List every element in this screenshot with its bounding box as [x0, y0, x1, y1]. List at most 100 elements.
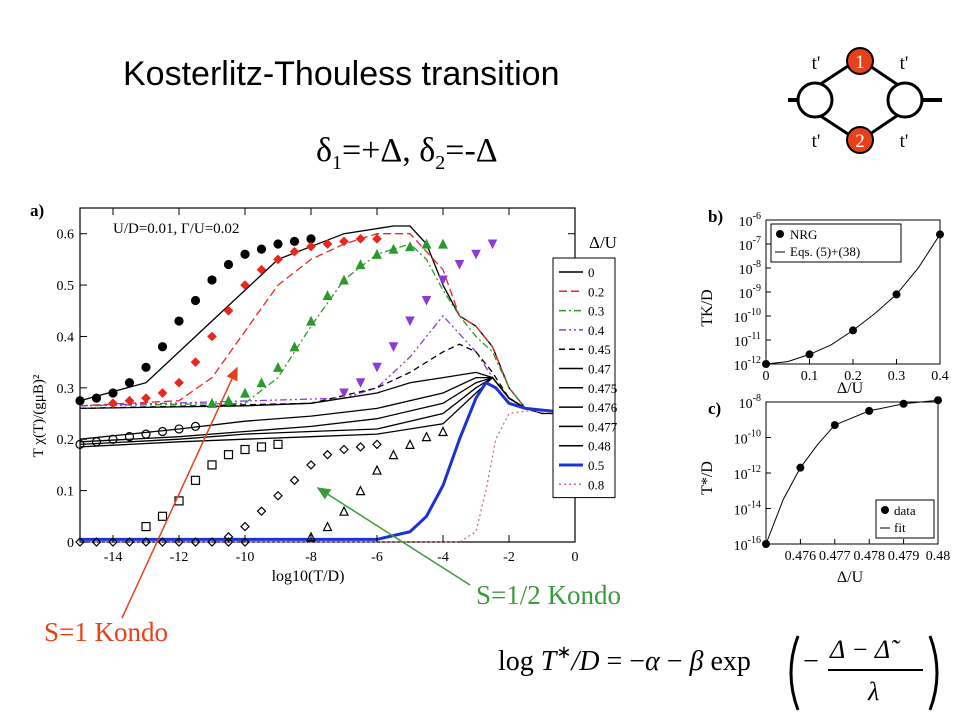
dot-diagram: 1 2 t' t' t' t': [788, 47, 942, 154]
x-tick-label: 0.1: [801, 369, 819, 384]
data-point: [934, 396, 942, 405]
panel-c-tag: c): [708, 399, 721, 418]
data-point: [796, 463, 805, 472]
chart-panel-a: a) U/D=0.01, Γ/U=0.02 log10(T/D) T χ(T)/…: [30, 201, 618, 585]
page-title: Kosterlitz-Thouless transition: [123, 55, 560, 93]
panel-b-ylabel: TK/D: [699, 289, 716, 326]
data-marker-0.476: [240, 444, 250, 455]
y-tick-label: 10-10: [734, 429, 761, 448]
legend-box: [875, 499, 935, 539]
nrg-point: [805, 350, 814, 359]
hop-label: t': [900, 131, 909, 152]
y-tick-label: 10-7: [739, 235, 761, 254]
data-marker-0.4: [438, 275, 448, 286]
data-marker-0.2: [108, 398, 118, 409]
x-tick-label: 0: [572, 550, 579, 565]
nrg-point: [762, 360, 770, 368]
data-marker-0.48: [438, 426, 448, 437]
data-marker-0.477: [355, 442, 366, 452]
legend-label: 0: [588, 265, 595, 280]
data-marker-0: [273, 239, 283, 249]
series-line-0.4: [79, 314, 576, 415]
data-marker-0.2: [355, 233, 366, 244]
data-marker-0.2: [207, 331, 217, 342]
legend-label: 0.475: [588, 381, 617, 396]
series-line-0.48: [79, 376, 576, 448]
data-marker-0.3: [289, 341, 300, 352]
legend-label: 0.476: [588, 400, 618, 415]
data-marker-0.2: [240, 280, 250, 290]
series-line-0.8: [80, 410, 576, 543]
data-marker-0: [141, 362, 151, 372]
data-marker-0.48: [322, 521, 333, 532]
data-marker-0.48: [388, 449, 399, 460]
y-tick-label: 10-10: [734, 307, 761, 326]
data-marker-0.3: [207, 397, 217, 408]
data-marker-0.476: [174, 496, 184, 506]
y-tick-label: 0.6: [57, 228, 75, 243]
legend-label: 0.8: [588, 477, 604, 492]
data-marker-0.475: [91, 437, 102, 447]
data-marker-0: [207, 275, 217, 285]
hop-label: t': [812, 131, 821, 152]
x-tick-label: -6: [371, 550, 383, 565]
data-marker-0.477: [273, 490, 283, 501]
data-marker-0.4: [454, 260, 465, 270]
x-tick-label: 0.2: [844, 369, 862, 384]
data-marker-0.475: [108, 434, 118, 444]
data-marker-0.476: [256, 442, 267, 452]
y-tick-label: 10-12: [734, 355, 761, 374]
data-marker-0.4: [471, 249, 481, 260]
panel-a-params: U/D=0.01, Γ/U=0.02: [113, 221, 239, 237]
data-marker-0: [306, 234, 316, 244]
data-marker-0.3: [438, 238, 448, 249]
data-marker-0: [91, 393, 102, 403]
panel-b-tag: b): [708, 207, 723, 226]
legend-box: [552, 257, 616, 499]
data-marker-base: [75, 537, 85, 547]
data-marker-0.477: [289, 475, 300, 486]
data-point: [762, 540, 770, 548]
subtitle: δ1=+Δ, δ2=-Δ: [316, 132, 498, 175]
data-marker-0.4: [487, 239, 498, 250]
data-marker-0.3: [322, 290, 333, 300]
hop-label: t': [900, 53, 909, 74]
data-marker-0.3: [388, 243, 399, 254]
x-tick-label: 0.3: [888, 369, 906, 384]
panel-a-legend-title: Δ/U: [589, 233, 617, 252]
y-tick-label: 10-11: [734, 331, 761, 350]
data-marker-0.2: [223, 305, 234, 316]
x-tick-label: -12: [170, 550, 189, 565]
data-marker-0.3: [372, 248, 382, 259]
legend-label: 0.45: [588, 342, 611, 357]
hop-label: t': [812, 53, 821, 74]
data-marker-0.475: [141, 429, 151, 439]
x-tick-label: -2: [503, 550, 515, 565]
data-marker-0.3: [240, 387, 250, 398]
y-tick-label: 10-6: [739, 211, 761, 230]
data-marker-0.2: [256, 264, 267, 275]
data-marker-0.476: [223, 450, 234, 460]
legend-label: 0.5: [588, 458, 604, 473]
legend-swatch: [776, 230, 784, 238]
legend-label: 0.47: [588, 362, 611, 377]
data-marker-0.3: [421, 238, 432, 249]
chart-panel-c: c) T*/D Δ/U 0.476 0.477 0.478 0.479 0.48 10-1…: [699, 393, 950, 586]
data-marker-0: [190, 295, 201, 306]
delta1-index: 1: [332, 151, 343, 174]
data-marker-0.4: [339, 388, 349, 399]
data-marker-0.3: [273, 361, 283, 372]
data-marker-0.477: [322, 449, 333, 460]
s12-kondo-label: S=1/2 Kondo: [476, 580, 621, 610]
formula: log T∗/D = −α − β exp − Δ − Δ̃ λ: [498, 635, 939, 711]
formula-lhs: log T∗/D = −α − β exp: [498, 642, 751, 677]
dot-1-label: 1: [855, 52, 865, 73]
data-marker-0.476: [273, 439, 283, 449]
data-marker-0: [174, 316, 184, 326]
delta2-value: =-Δ: [445, 132, 498, 169]
data-marker-0.4: [405, 316, 415, 327]
data-marker-0.476: [190, 475, 201, 485]
data-marker-0.48: [405, 439, 415, 449]
legend-label: 0.3: [588, 304, 604, 319]
data-marker-0: [75, 396, 85, 406]
